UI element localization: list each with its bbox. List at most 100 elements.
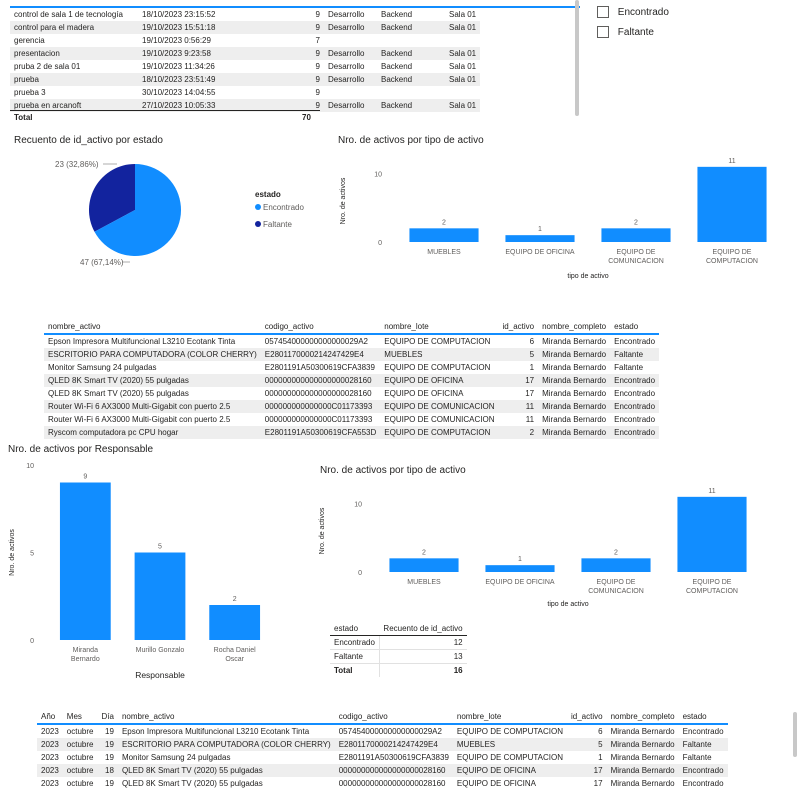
table-cell: Desarrollo [324, 21, 377, 34]
table-row[interactable]: Encontrado 12 [330, 635, 467, 650]
table-row[interactable]: QLED 8K Smart TV (2020) 55 pulgadas 00000… [44, 387, 659, 400]
top-table-scrollbar[interactable] [575, 0, 579, 116]
column-header[interactable]: id_activo [570, 712, 603, 721]
table-row[interactable]: 2023 octubre 19 ESCRITORIO PARA COMPUTADORA… [37, 738, 728, 751]
table-cell: 18 [97, 764, 118, 777]
x-tick-label: MUEBLES [407, 579, 441, 586]
table-cell: Sala 01 [449, 62, 477, 71]
table-cell: 19 [105, 727, 114, 736]
table-row[interactable]: Router Wi-Fi 6 AX3000 Multi-Gigabit con … [44, 413, 659, 426]
table-cell: 1 [598, 753, 603, 762]
table-cell: 9 [315, 62, 320, 71]
column-header[interactable]: nombre_activo [121, 712, 175, 721]
table-row[interactable]: Epson Impresora Multifuncional L3210 Eco… [44, 334, 659, 348]
column-header[interactable]: codigo_activo [338, 712, 388, 721]
table-cell: Encontrado [610, 374, 660, 387]
table-row[interactable]: Faltante 13 [330, 649, 467, 664]
x-axis-title: tipo de activo [567, 273, 608, 280]
bar[interactable] [134, 552, 186, 641]
table-cell: EQUIPO DE COMPUTACION [456, 727, 563, 736]
column-header[interactable]: nombre_lote [384, 322, 429, 331]
table-cell: 13 [379, 649, 467, 664]
table-row[interactable]: Router Wi-Fi 6 AX3000 Multi-Gigabit con … [44, 400, 660, 413]
table-cell: octubre [62, 738, 98, 751]
table-cell: EQUIPO DE COMPUTACION [384, 337, 491, 346]
bar[interactable] [581, 558, 651, 572]
table-cell: Desarrollo [324, 73, 377, 86]
table-row[interactable]: prueba 18/10/2023 23:51:49 9 Desarrollo Back… [10, 73, 481, 86]
table-row[interactable]: 2023 octubre 19 Monitor Samsung 24 pulgadas… [37, 751, 728, 764]
table-cell: 2023 [41, 753, 59, 762]
bar[interactable] [389, 558, 459, 572]
table-cell: 1 [529, 363, 535, 372]
bar[interactable] [409, 228, 479, 242]
slicer-item-faltante[interactable]: Faltante [597, 25, 717, 45]
bar[interactable] [601, 228, 671, 242]
table-cell: Faltante [330, 649, 380, 664]
table-row[interactable]: prueba 3 30/10/2023 14:04:55 9 [10, 86, 480, 99]
bar[interactable] [697, 166, 767, 242]
table-row[interactable]: presentacion 19/10/2023 9:23:58 9 Desarroll… [10, 47, 481, 60]
table-row[interactable]: QLED 8K Smart TV (2020) 55 pulgadas 00000… [44, 374, 660, 387]
column-header[interactable]: nombre_lote [456, 712, 502, 721]
column-header: Recuento de id_activo [379, 622, 467, 636]
top-table-grid: control de sala 1 de tecnología 18/10/202… [10, 8, 481, 112]
column-header[interactable]: estado [682, 712, 707, 721]
bar[interactable] [59, 482, 111, 641]
bottom-table-scrollbar[interactable] [793, 712, 797, 757]
column-header[interactable]: nombre_completo [610, 712, 675, 721]
bar-data-label: 2 [442, 219, 446, 226]
table-cell: 000000000000000000028160 [338, 779, 446, 788]
column-header[interactable]: Año [41, 712, 56, 721]
table-cell: 17 [525, 389, 535, 398]
table-cell [445, 86, 480, 99]
column-header[interactable]: Día [101, 712, 114, 721]
table-row[interactable]: 2023 octubre 19 QLED 8K Smart TV (2020) 55 … [37, 777, 728, 790]
column-header[interactable]: estado [614, 322, 639, 331]
table-cell: 000000000000000C01173393 [264, 415, 373, 424]
table-row[interactable]: 2023 octubre 19 Epson Impresora Multifuncio… [37, 724, 728, 738]
bar[interactable] [677, 496, 747, 572]
bar[interactable] [485, 565, 555, 572]
table-row[interactable]: control para el madera 19/10/2023 15:51:1… [10, 21, 481, 34]
column-header: estado [330, 622, 380, 636]
table-cell: 19/10/2023 11:34:26 [142, 62, 215, 71]
checkbox-encontrado[interactable] [597, 6, 609, 19]
pie-slice-encontrado[interactable] [94, 164, 181, 256]
column-header[interactable]: nombre_activo [48, 322, 101, 331]
table-cell: 6 [598, 727, 603, 736]
table-row[interactable]: 2023 octubre 18 QLED 8K Smart TV (2020) 55 … [37, 764, 728, 777]
table-row[interactable]: pruba 2 de sala 01 19/10/2023 11:34:26 9 De… [10, 60, 480, 73]
column-header[interactable]: id_activo [502, 322, 535, 331]
top-table-total-row: Total 70 [10, 110, 320, 124]
top-table: control de sala 1 de tecnología 18/10/202… [10, 0, 580, 124]
checkbox-faltante[interactable] [597, 26, 609, 39]
table-cell: Sala 01 [445, 73, 481, 86]
column-header[interactable]: codigo_activo [264, 322, 314, 331]
x-tick-label: EQUIPO DE [597, 579, 636, 586]
table-cell: 17 [593, 779, 603, 788]
table-cell: Encontrado [330, 635, 380, 650]
table-row[interactable]: prueba en arcanoft 27/10/2023 10:05:33 9 De… [10, 99, 481, 112]
column-header[interactable]: nombre_completo [542, 322, 607, 331]
table-row[interactable]: gerencia 19/10/2023 0:56:29 7 [10, 34, 480, 47]
table-cell: Desarrollo [328, 10, 365, 19]
table-row[interactable]: ESCRITORIO PARA COMPUTADORA (COLOR CHERR… [44, 348, 660, 361]
pie-legend-faltante: Faltante [263, 220, 292, 229]
table-cell: EQUIPO DE OFICINA [380, 374, 499, 387]
slicer-item-encontrado[interactable]: Encontrado [597, 5, 717, 25]
bar[interactable] [505, 235, 575, 242]
table-cell: Encontrado [678, 764, 728, 777]
table-cell: 5 [566, 738, 607, 751]
table-row[interactable]: Ryscom computadora pc CPU hogar E2801191A… [44, 426, 660, 439]
table-cell: E2801170000214247429E4 [334, 738, 453, 751]
bar[interactable] [209, 605, 261, 640]
table-cell: EQUIPO DE COMPUTACION [380, 426, 499, 439]
table-row[interactable]: Monitor Samsung 24 pulgadas E2801191A5030… [44, 361, 659, 374]
pie-slice-faltante[interactable] [89, 164, 135, 232]
x-tick-label: EQUIPO DE [693, 579, 732, 586]
x-tick-label: Bernardo [71, 656, 100, 663]
table-cell: octubre [66, 727, 94, 736]
table-row[interactable]: control de sala 1 de tecnología 18/10/202… [10, 8, 480, 21]
column-header[interactable]: Mes [66, 712, 82, 721]
